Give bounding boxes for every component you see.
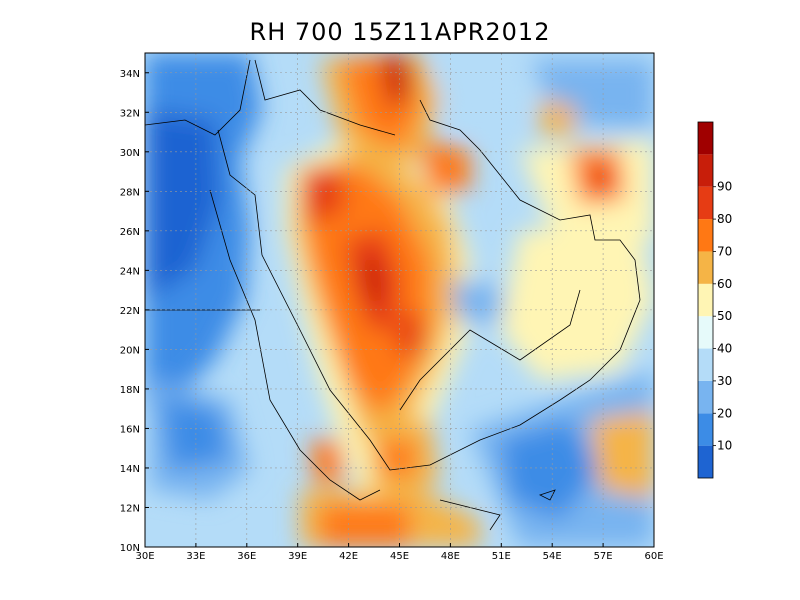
colorbar-segment bbox=[698, 122, 713, 155]
colorbar-frame bbox=[697, 121, 714, 479]
colorbar-segment bbox=[698, 283, 713, 317]
colorbar-label: 40 bbox=[717, 342, 732, 356]
colorbar-label: 30 bbox=[717, 374, 732, 388]
colorbar-label: 90 bbox=[717, 180, 732, 194]
lon-tick-label: 33E bbox=[186, 551, 205, 562]
lon-tick-label: 60E bbox=[644, 551, 663, 562]
lat-tick-label: 10N bbox=[120, 543, 140, 554]
lat-tick-label: 16N bbox=[120, 424, 140, 435]
lat-lon-grid bbox=[145, 53, 654, 547]
colorbar-label: 50 bbox=[717, 309, 732, 323]
lon-tick-label: 36E bbox=[237, 551, 256, 562]
lat-tick-label: 32N bbox=[120, 108, 140, 119]
colorbar-label: 20 bbox=[717, 406, 732, 420]
lon-tick-label: 54E bbox=[543, 551, 562, 562]
lon-tick-label: 51E bbox=[492, 551, 511, 562]
lon-tick-label: 48E bbox=[441, 551, 460, 562]
lat-tick-label: 12N bbox=[120, 503, 140, 514]
lat-tick-label: 28N bbox=[120, 187, 140, 198]
colorbar-label: 80 bbox=[717, 212, 732, 226]
lat-tick-label: 22N bbox=[120, 306, 140, 317]
lat-tick-label: 18N bbox=[120, 385, 140, 396]
map-title: RH 700 15Z11APR2012 bbox=[249, 18, 551, 46]
colorbar-segment bbox=[698, 186, 713, 220]
colorbar-segment bbox=[698, 445, 713, 478]
colorbar-label: 10 bbox=[717, 439, 732, 453]
lon-tick-label: 39E bbox=[288, 551, 307, 562]
lat-tick-label: 24N bbox=[120, 266, 140, 277]
lat-tick-label: 20N bbox=[120, 345, 140, 356]
colorbar-segment bbox=[698, 380, 713, 414]
colorbar-segment bbox=[698, 219, 713, 252]
lat-tick-label: 34N bbox=[120, 69, 140, 80]
colorbar-label: 70 bbox=[717, 244, 732, 258]
colorbar-segment bbox=[698, 316, 713, 349]
lat-tick-label: 30N bbox=[120, 148, 140, 159]
colorbar-segment bbox=[698, 413, 713, 446]
lat-tick-label: 26N bbox=[120, 227, 140, 238]
colorbar-segment bbox=[698, 251, 713, 284]
lon-tick-label: 30E bbox=[135, 551, 154, 562]
map-axes: 30E 33E 36E 39E 42E 45E 48E 51E 54E 57E 60E 10N 12N 1… bbox=[120, 69, 664, 562]
lat-tick-label: 14N bbox=[120, 464, 140, 475]
colorbar: 10 20 30 40 50 60 70 80 90 bbox=[697, 121, 732, 479]
colorbar-segment bbox=[698, 154, 713, 187]
colorbar-segment bbox=[698, 348, 713, 381]
lon-tick-label: 57E bbox=[594, 551, 613, 562]
colorbar-label: 60 bbox=[717, 277, 732, 291]
lon-tick-label: 42E bbox=[339, 551, 358, 562]
lon-tick-label: 45E bbox=[390, 551, 409, 562]
